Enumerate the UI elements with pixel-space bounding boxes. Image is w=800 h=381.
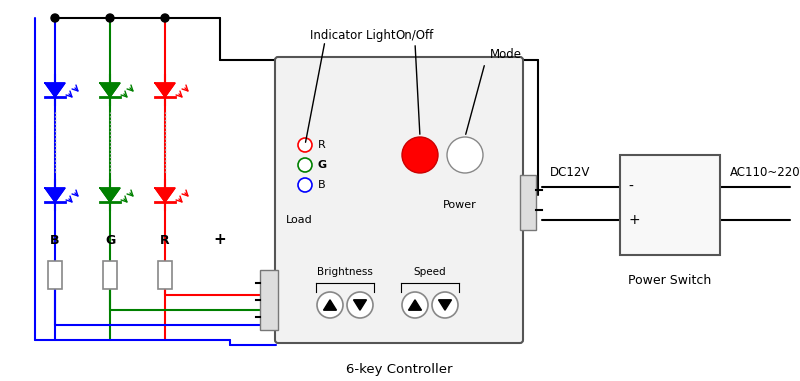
Circle shape xyxy=(317,292,343,318)
Circle shape xyxy=(402,137,438,173)
Bar xyxy=(520,175,536,230)
Bar xyxy=(158,261,172,289)
Text: B: B xyxy=(50,234,60,247)
Text: On/Off: On/Off xyxy=(396,29,434,42)
Polygon shape xyxy=(323,300,337,310)
Text: Mode: Mode xyxy=(490,48,522,61)
Circle shape xyxy=(432,292,458,318)
Text: +: + xyxy=(214,232,226,248)
Text: -: - xyxy=(628,180,633,194)
Circle shape xyxy=(298,178,312,192)
Text: Brightness: Brightness xyxy=(317,267,373,277)
Text: +: + xyxy=(628,213,640,227)
Text: DC12V: DC12V xyxy=(550,165,590,179)
Text: Power: Power xyxy=(443,200,477,210)
Bar xyxy=(620,155,720,255)
Circle shape xyxy=(347,292,373,318)
Text: R: R xyxy=(318,140,326,150)
Text: Speed: Speed xyxy=(414,267,446,277)
Circle shape xyxy=(447,137,483,173)
Bar xyxy=(103,261,117,289)
Circle shape xyxy=(298,158,312,172)
Circle shape xyxy=(402,292,428,318)
Text: G: G xyxy=(105,234,115,247)
Polygon shape xyxy=(100,83,120,97)
Text: B: B xyxy=(318,180,326,190)
Bar xyxy=(260,270,278,330)
Polygon shape xyxy=(155,83,175,97)
Text: G: G xyxy=(318,160,327,170)
Text: R: R xyxy=(160,234,170,247)
Circle shape xyxy=(106,14,114,22)
Polygon shape xyxy=(354,300,366,310)
Text: 6-key Controller: 6-key Controller xyxy=(346,363,452,376)
Circle shape xyxy=(51,14,59,22)
Text: AC110~220V: AC110~220V xyxy=(730,165,800,179)
Polygon shape xyxy=(155,188,175,202)
Polygon shape xyxy=(45,83,65,97)
FancyBboxPatch shape xyxy=(275,57,523,343)
Polygon shape xyxy=(45,188,65,202)
Polygon shape xyxy=(438,300,451,310)
Text: Indicator Light: Indicator Light xyxy=(310,29,396,42)
Polygon shape xyxy=(100,188,120,202)
Circle shape xyxy=(298,138,312,152)
Text: Power Switch: Power Switch xyxy=(628,274,712,287)
Bar xyxy=(48,261,62,289)
Polygon shape xyxy=(409,300,422,310)
Text: Load: Load xyxy=(286,215,313,225)
Circle shape xyxy=(161,14,169,22)
